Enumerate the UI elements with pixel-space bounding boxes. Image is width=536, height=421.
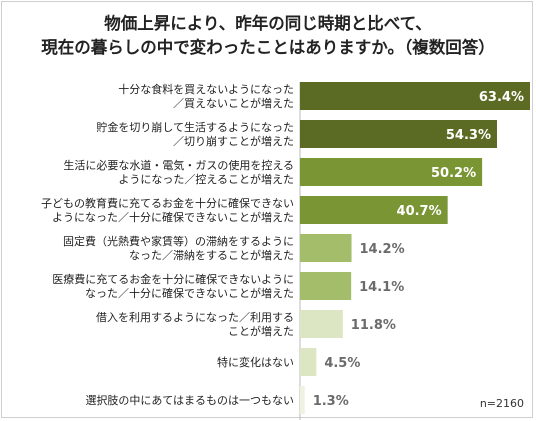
category-label-4: 子どもの教育費に充てるお金を十分に確保できないようになった／十分に確保できないこ… [41, 196, 294, 224]
category-label-3: 生活に必要な水道・電気・ガスの使用を控えるようになった／控えることが増えた [63, 158, 294, 186]
bar-1 [300, 82, 530, 110]
bar-4 [300, 196, 448, 224]
value-label-7: 11.8% [351, 318, 396, 333]
category-label-line: 貯金を切り崩して生活するようになった [96, 120, 294, 134]
bar-3 [300, 158, 483, 186]
bar-9 [300, 386, 305, 414]
value-label-1: 63.4% [479, 90, 524, 105]
category-label-line: ／買えないことが増えた [173, 96, 294, 110]
sample-size-note: n=2160 [479, 397, 524, 410]
bar-5 [300, 234, 352, 262]
category-label-7: 借入を利用するようになった／利用することが増えた [96, 311, 294, 338]
bar-6 [300, 272, 352, 300]
category-label-line: 子どもの教育費に充てるお金を十分に確保できない [41, 196, 294, 210]
category-label-line: ようになった／控えることが増えた [118, 172, 294, 186]
category-label-line: ことが増えた [228, 324, 294, 338]
value-label-9: 1.3% [313, 394, 349, 409]
category-label-line: ようになった／十分に確保できないことが増えた [52, 210, 294, 224]
bar-7 [300, 310, 343, 338]
category-label-line: 選択肢の中にあてはまるものは一つもない [85, 393, 294, 407]
value-label-4: 40.7% [397, 204, 442, 219]
value-label-6: 14.1% [359, 280, 404, 295]
category-label-line: ／切り崩すことが増えた [173, 134, 294, 148]
value-label-5: 14.2% [360, 242, 405, 257]
value-label-8: 4.5% [324, 356, 360, 371]
category-label-line: 固定費（光熱費や家賃等）の滞納をするように [63, 234, 294, 248]
category-label-5: 固定費（光熱費や家賃等）の滞納をするようになった／滞納をすることが増えた [63, 234, 294, 262]
category-label-line: 生活に必要な水道・電気・ガスの使用を控える [63, 158, 294, 172]
value-label-3: 50.2% [431, 166, 476, 181]
category-label-line: なった／滞納をすることが増えた [129, 248, 294, 262]
chart-title-line-2: 現在の暮らしの中で変わったことはありますか。（複数回答） [41, 38, 495, 57]
category-label-6: 医療費に充てるお金を十分に確保できないようになった／十分に確保できないことが増え… [52, 272, 294, 300]
category-label-line: 借入を利用するようになった／利用する [96, 311, 294, 324]
category-label-1: 十分な食料を買えないようになった／買えないことが増えた [118, 82, 294, 110]
category-label-2: 貯金を切り崩して生活するようになった／切り崩すことが増えた [96, 120, 294, 148]
value-label-2: 54.3% [446, 128, 491, 143]
bar-8 [300, 348, 317, 376]
category-label-line: 十分な食料を買えないようになった [118, 82, 294, 96]
bar-2 [300, 120, 497, 148]
category-label-line: なった／十分に確保できないことが増えた [85, 286, 294, 300]
category-label-9: 選択肢の中にあてはまるものは一つもない [85, 393, 294, 407]
category-label-line: 医療費に充てるお金を十分に確保できないように [52, 272, 294, 286]
category-label-line: 特に変化はない [217, 355, 294, 369]
category-label-8: 特に変化はない [217, 355, 294, 369]
chart-title-line-1: 物価上昇により、昨年の同じ時期と比べて、 [104, 14, 432, 33]
